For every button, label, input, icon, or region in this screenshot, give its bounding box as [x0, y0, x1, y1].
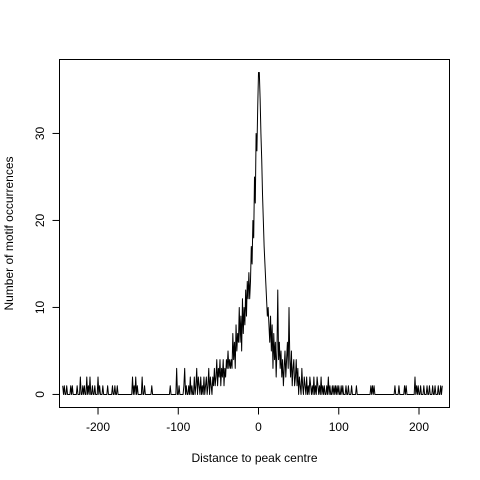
x-tick-label: 100 — [329, 420, 349, 434]
y-axis-label: Number of motif occurrences — [2, 156, 16, 310]
series-line — [62, 72, 443, 395]
x-axis: -200 -100 0 100 200 — [86, 407, 429, 434]
x-tick-label: 200 — [409, 420, 429, 434]
x-tick-label: -200 — [86, 420, 110, 434]
y-tick-label: 0 — [33, 391, 47, 398]
x-axis-label: Distance to peak centre — [191, 451, 317, 465]
y-tick-label: 10 — [33, 300, 47, 314]
y-axis: 0 10 20 30 — [33, 126, 60, 398]
y-tick-label: 30 — [33, 126, 47, 140]
x-tick-label: -100 — [166, 420, 190, 434]
y-tick-label: 20 — [33, 213, 47, 227]
plot-frame — [59, 59, 450, 408]
x-tick-label: 0 — [255, 420, 262, 434]
